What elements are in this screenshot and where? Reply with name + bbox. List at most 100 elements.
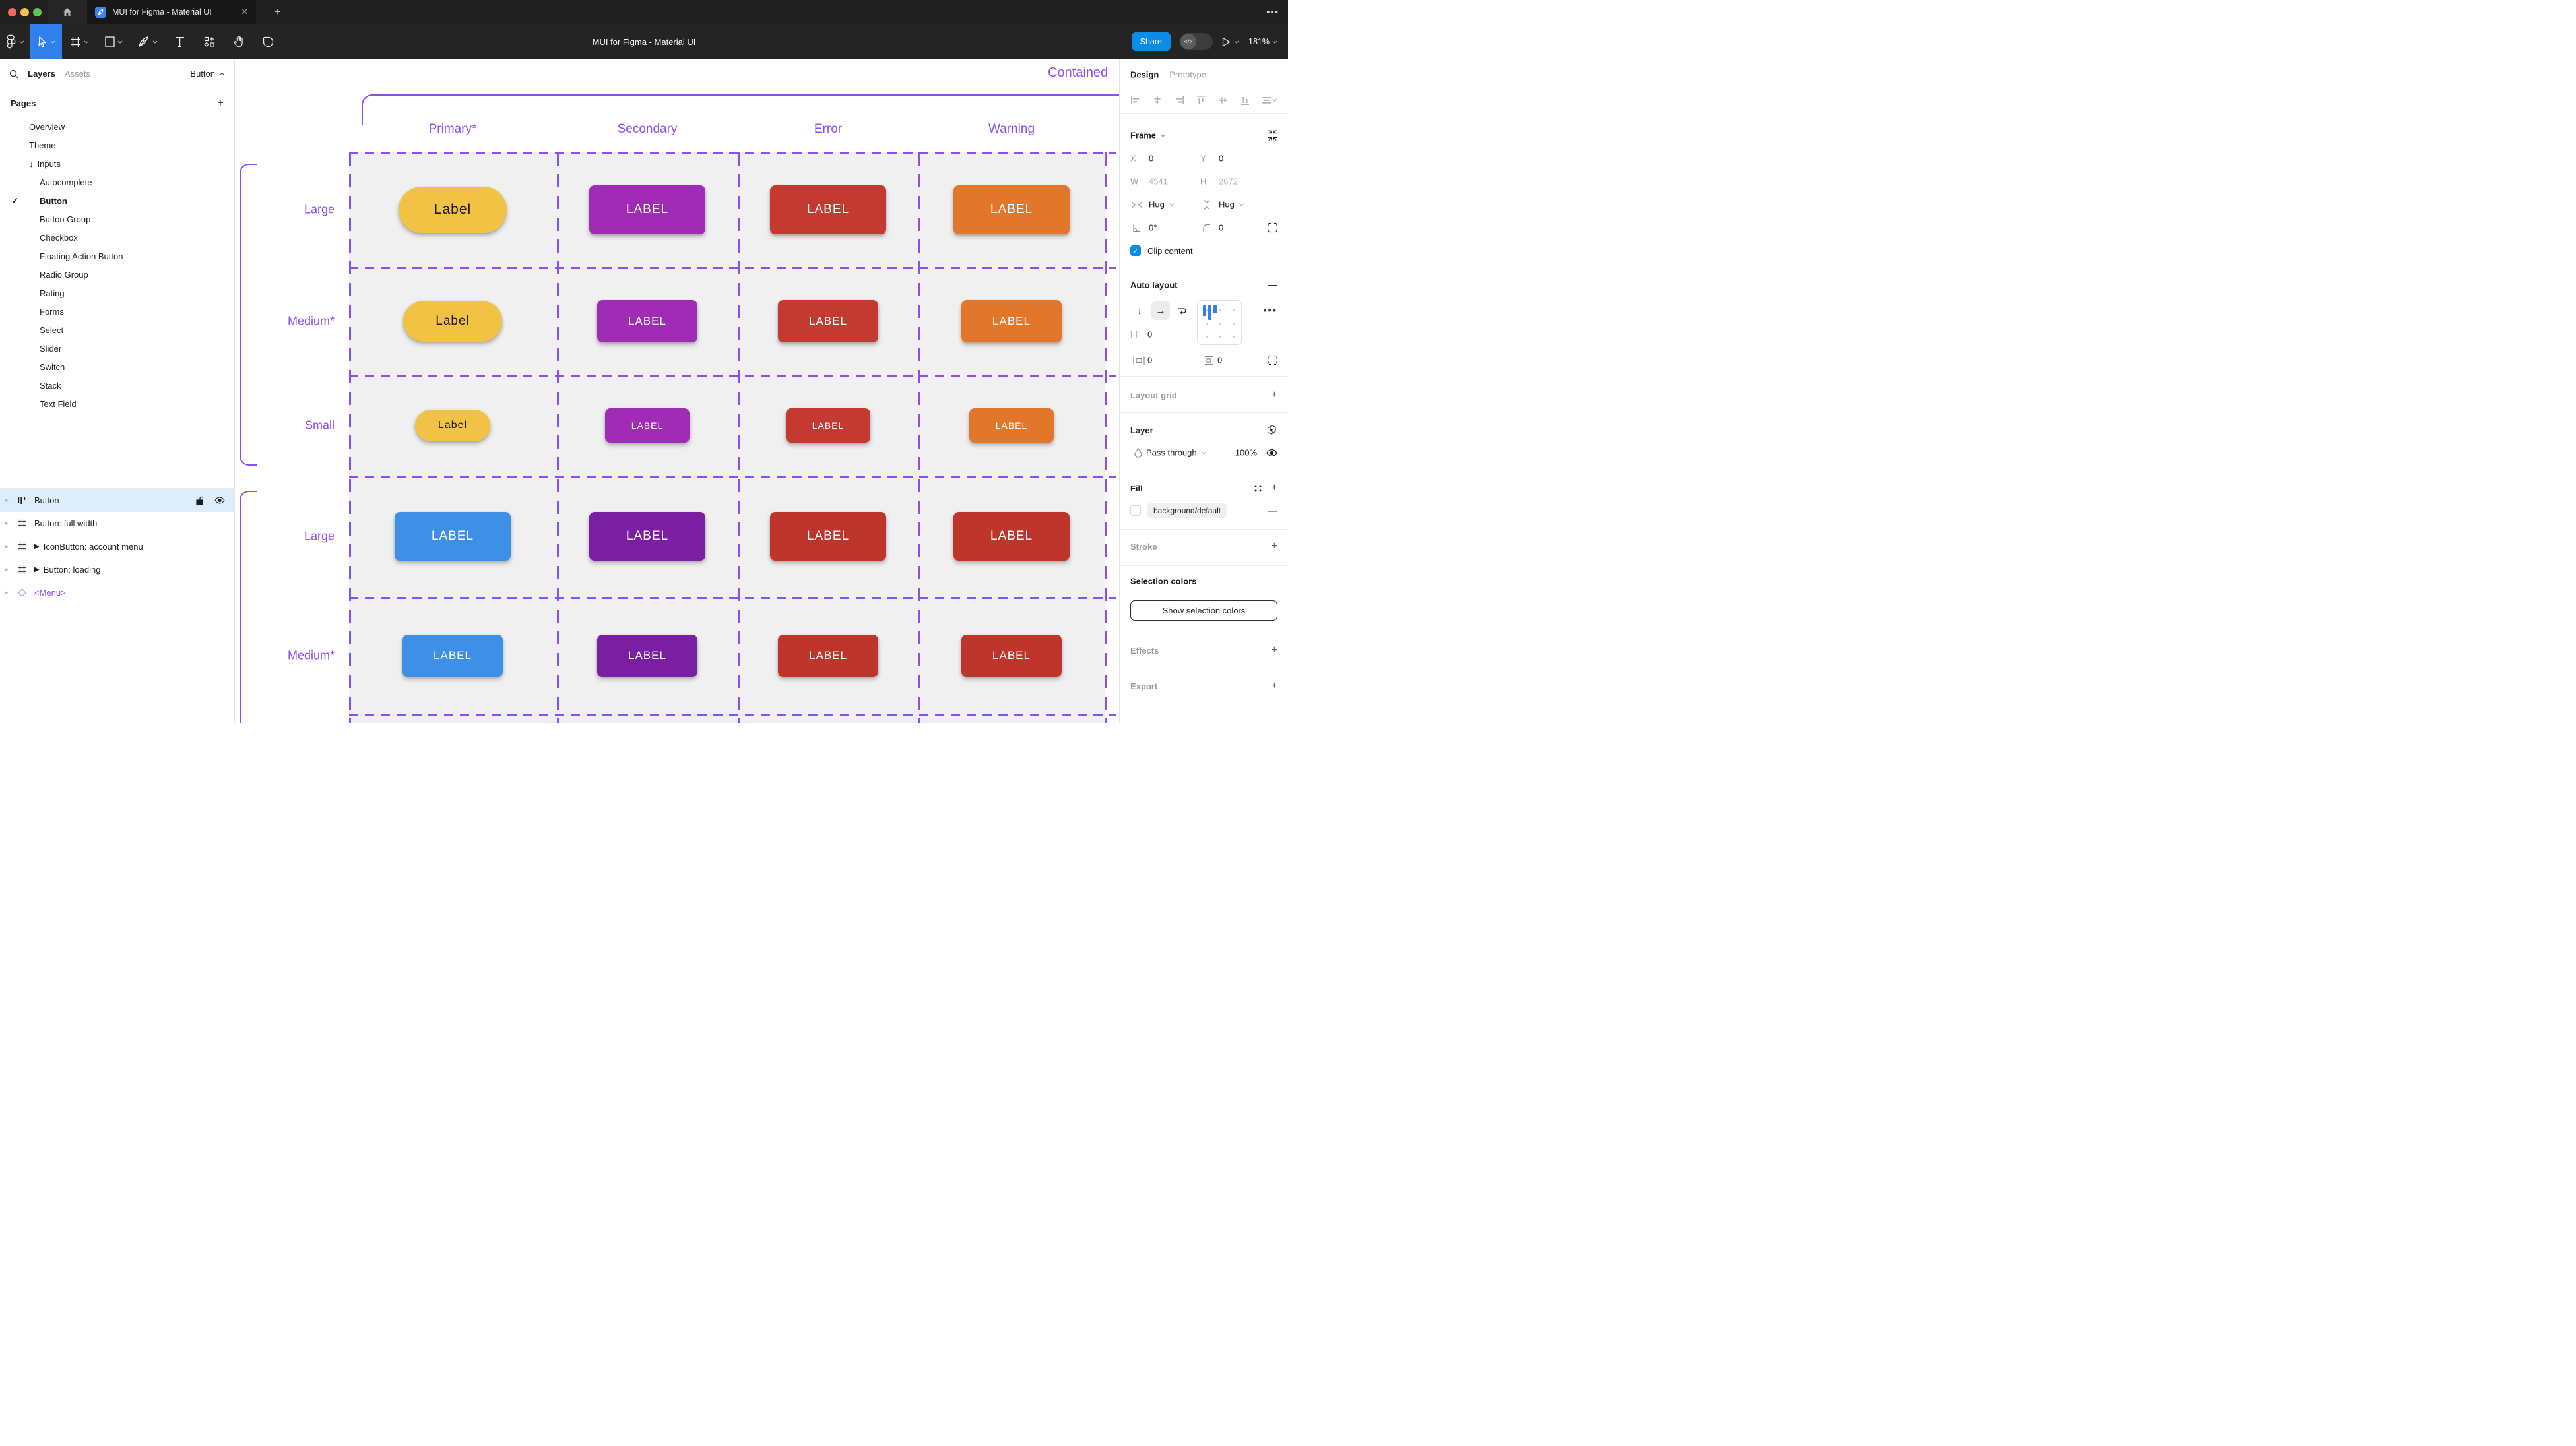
page-item-switch[interactable]: Switch: [0, 358, 234, 376]
add-fill-button[interactable]: +: [1271, 482, 1277, 493]
text-tool-button[interactable]: [165, 24, 194, 59]
comment-tool-button[interactable]: [253, 24, 282, 59]
page-item-overview[interactable]: Overview: [0, 117, 234, 136]
add-page-button[interactable]: +: [217, 96, 224, 109]
opacity-input[interactable]: 100%: [1235, 447, 1257, 458]
tab-design[interactable]: Design: [1130, 69, 1159, 80]
clip-content-row[interactable]: ✓ Clip content: [1130, 245, 1277, 256]
expand-chevron-icon[interactable]: ▸: [5, 589, 9, 596]
gap-input[interactable]: 0: [1147, 329, 1153, 340]
align-h-center-icon[interactable]: [1152, 95, 1163, 106]
individual-corners-icon[interactable]: [1268, 222, 1277, 233]
remove-fill-button[interactable]: —: [1268, 505, 1277, 517]
hug-horizontal-select[interactable]: Hug: [1149, 199, 1165, 210]
chevron-down-icon[interactable]: [1234, 40, 1239, 44]
page-selector[interactable]: Button: [190, 69, 225, 79]
page-item-inputs[interactable]: ↓ Inputs: [0, 154, 234, 173]
add-effect-button[interactable]: +: [1271, 644, 1277, 656]
share-button[interactable]: Share: [1131, 32, 1171, 51]
auto-layout-alignment-widget[interactable]: [1197, 300, 1242, 345]
canvas-button-row2-col2[interactable]: LABEL: [786, 408, 870, 443]
direction-vertical-button[interactable]: ↓: [1137, 305, 1142, 317]
page-item-text-field[interactable]: Text Field: [0, 394, 234, 413]
page-item-forms[interactable]: Forms: [0, 302, 234, 321]
page-item-button-group[interactable]: Button Group: [0, 210, 234, 228]
align-top-icon[interactable]: [1196, 95, 1206, 106]
canvas-button-row3-col0[interactable]: LABEL: [395, 512, 511, 561]
hug-vertical-select[interactable]: Hug: [1219, 199, 1235, 210]
align-right-icon[interactable]: [1174, 95, 1184, 106]
y-input[interactable]: 0: [1219, 153, 1224, 164]
blend-mode-icon[interactable]: [1267, 425, 1277, 435]
align-v-center-icon[interactable]: [1218, 95, 1229, 106]
corner-radius-input[interactable]: 0: [1219, 222, 1224, 233]
horizontal-padding-input[interactable]: 0: [1147, 355, 1153, 365]
canvas-button-row0-col2[interactable]: LABEL: [770, 185, 886, 234]
layer-row--menu-[interactable]: ▸ <Menu>: [0, 581, 234, 604]
canvas-button-row4-col1[interactable]: LABEL: [597, 635, 697, 677]
frame-tool-button[interactable]: [62, 24, 96, 59]
page-item-slider[interactable]: Slider: [0, 339, 234, 358]
frame-type-label[interactable]: Frame: [1130, 130, 1157, 141]
main-menu-button[interactable]: [0, 24, 30, 59]
canvas-button-row4-col2[interactable]: LABEL: [778, 635, 878, 677]
canvas-button-row0-col0[interactable]: Label: [399, 187, 507, 233]
canvas-button-row3-col3[interactable]: LABEL: [953, 512, 1070, 561]
resources-tool-button[interactable]: [194, 24, 224, 59]
tab-assets[interactable]: Assets: [64, 69, 90, 79]
page-item-theme[interactable]: Theme: [0, 136, 234, 154]
height-input[interactable]: 2672: [1219, 176, 1238, 187]
rotation-input[interactable]: 0°: [1149, 222, 1157, 233]
canvas-button-row0-col3[interactable]: LABEL: [953, 185, 1070, 234]
direction-horizontal-button[interactable]: →: [1151, 301, 1170, 320]
add-layout-grid-button[interactable]: +: [1271, 389, 1277, 400]
window-zoom-button[interactable]: [33, 8, 42, 16]
move-tool-button[interactable]: [30, 24, 62, 59]
fill-row[interactable]: background/default —: [1130, 503, 1277, 518]
canvas-button-row3-col1[interactable]: LABEL: [589, 512, 705, 561]
alignment-dot[interactable]: [1206, 336, 1208, 338]
alignment-dot[interactable]: [1233, 323, 1235, 325]
page-item-radio-group[interactable]: Radio Group: [0, 265, 234, 284]
canvas-button-row1-col2[interactable]: LABEL: [778, 300, 878, 342]
page-item-checkbox[interactable]: Checkbox: [0, 228, 234, 247]
fill-color-swatch[interactable]: [1130, 505, 1141, 516]
blend-mode-select[interactable]: Pass through: [1146, 447, 1197, 458]
align-left-icon[interactable]: [1130, 95, 1141, 106]
present-button[interactable]: [1222, 24, 1239, 59]
more-options-icon[interactable]: •••: [1263, 305, 1277, 317]
layer-row-button-loading[interactable]: ▸ ▶ Button: loading: [0, 558, 234, 581]
canvas-button-row2-col0[interactable]: Label: [415, 410, 490, 441]
alignment-dot[interactable]: [1206, 323, 1208, 325]
align-bottom-icon[interactable]: [1240, 95, 1250, 106]
canvas-button-row2-col1[interactable]: LABEL: [605, 408, 690, 443]
page-item-floating-action-button[interactable]: Floating Action Button: [0, 247, 234, 265]
canvas-button-row4-col3[interactable]: LABEL: [961, 635, 1062, 677]
fill-token[interactable]: background/default: [1147, 503, 1227, 518]
frame-title[interactable]: Contained: [1048, 65, 1109, 80]
canvas-button-row1-col3[interactable]: LABEL: [961, 300, 1062, 342]
zoom-menu[interactable]: 181%: [1248, 37, 1277, 46]
expand-chevron-icon[interactable]: ▸: [5, 566, 9, 573]
pen-tool-button[interactable]: [131, 24, 165, 59]
page-item-button[interactable]: ✓ Button: [0, 191, 234, 210]
page-item-autocomplete[interactable]: Autocomplete: [0, 173, 234, 191]
page-item-select[interactable]: Select: [0, 321, 234, 339]
tab-layers[interactable]: Layers: [28, 69, 55, 79]
x-input[interactable]: 0: [1149, 153, 1154, 164]
layer-row-button-full-width[interactable]: ▸ Button: full width: [0, 512, 234, 535]
alignment-dot[interactable]: [1233, 336, 1235, 338]
tab-prototype[interactable]: Prototype: [1169, 69, 1206, 80]
add-stroke-button[interactable]: +: [1271, 540, 1277, 551]
add-export-button[interactable]: +: [1271, 680, 1277, 691]
canvas-button-row4-col0[interactable]: LABEL: [402, 635, 503, 677]
canvas-button-row1-col0[interactable]: Label: [403, 301, 502, 342]
hand-tool-button[interactable]: [224, 24, 253, 59]
window-close-button[interactable]: [8, 8, 16, 16]
document-tab[interactable]: MUI for Figma - Material UI ✕: [87, 0, 256, 24]
canvas-button-row2-col3[interactable]: LABEL: [969, 408, 1054, 443]
expand-chevron-icon[interactable]: ▸: [5, 520, 9, 526]
direction-wrap-button[interactable]: [1173, 301, 1191, 320]
alignment-dot[interactable]: [1219, 309, 1221, 311]
tab-close-icon[interactable]: ✕: [241, 7, 248, 16]
